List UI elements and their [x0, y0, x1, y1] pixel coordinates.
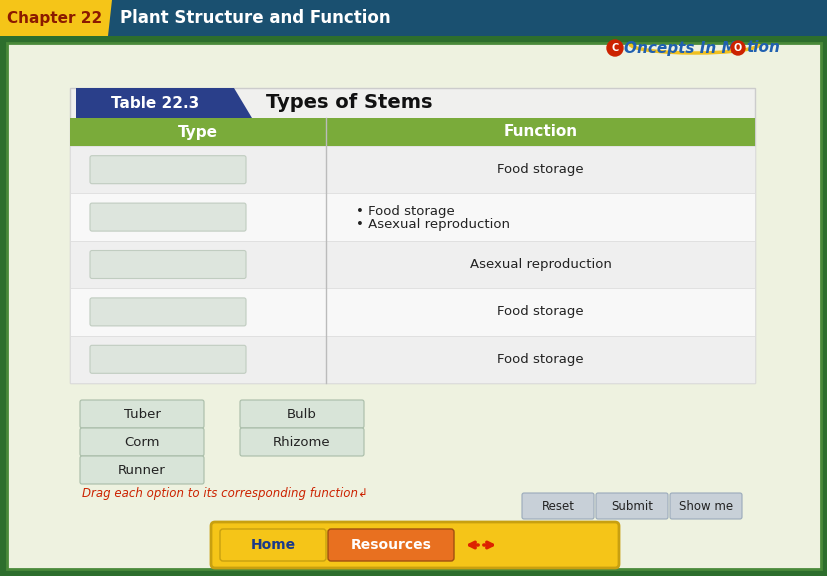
- FancyBboxPatch shape: [7, 43, 820, 569]
- Text: Asexual reproduction: Asexual reproduction: [469, 258, 610, 271]
- FancyBboxPatch shape: [0, 0, 827, 36]
- Text: Plant Structure and Function: Plant Structure and Function: [120, 9, 390, 27]
- FancyBboxPatch shape: [80, 428, 203, 456]
- Text: Type: Type: [178, 124, 218, 139]
- Text: Function: Function: [503, 124, 577, 139]
- Text: Corm: Corm: [124, 435, 160, 449]
- FancyBboxPatch shape: [70, 146, 754, 194]
- Text: • Asexual reproduction: • Asexual reproduction: [356, 218, 509, 230]
- Text: Bulb: Bulb: [287, 407, 317, 420]
- Text: Drag each option to its corresponding function↲: Drag each option to its corresponding fu…: [82, 487, 367, 501]
- Text: O: O: [733, 43, 741, 53]
- FancyBboxPatch shape: [70, 118, 326, 146]
- Text: Chapter 22: Chapter 22: [7, 10, 103, 25]
- FancyBboxPatch shape: [70, 336, 754, 383]
- FancyBboxPatch shape: [90, 156, 246, 184]
- Text: Reset: Reset: [541, 499, 574, 513]
- FancyBboxPatch shape: [90, 345, 246, 373]
- FancyBboxPatch shape: [70, 194, 754, 241]
- FancyBboxPatch shape: [90, 251, 246, 279]
- FancyBboxPatch shape: [521, 493, 593, 519]
- Text: Food storage: Food storage: [496, 163, 583, 176]
- Circle shape: [606, 40, 622, 56]
- FancyBboxPatch shape: [240, 400, 364, 428]
- FancyBboxPatch shape: [326, 118, 754, 146]
- FancyBboxPatch shape: [70, 288, 754, 336]
- Text: tion: tion: [745, 40, 779, 55]
- FancyBboxPatch shape: [240, 428, 364, 456]
- FancyBboxPatch shape: [90, 298, 246, 326]
- Text: Resources: Resources: [350, 538, 431, 552]
- Text: Food storage: Food storage: [496, 353, 583, 366]
- FancyBboxPatch shape: [595, 493, 667, 519]
- Text: Oncepts In M: Oncepts In M: [624, 40, 736, 55]
- FancyBboxPatch shape: [70, 241, 754, 288]
- Text: Table 22.3: Table 22.3: [111, 96, 198, 111]
- Text: C: C: [610, 43, 618, 53]
- Text: Home: Home: [250, 538, 295, 552]
- Circle shape: [730, 41, 744, 55]
- Text: Food storage: Food storage: [496, 305, 583, 319]
- Text: • Food storage: • Food storage: [356, 204, 454, 218]
- Text: Submit: Submit: [610, 499, 653, 513]
- FancyBboxPatch shape: [90, 203, 246, 231]
- FancyBboxPatch shape: [669, 493, 741, 519]
- FancyBboxPatch shape: [220, 529, 326, 561]
- Text: Show me: Show me: [678, 499, 732, 513]
- Text: Runner: Runner: [118, 464, 165, 476]
- Polygon shape: [0, 0, 112, 36]
- FancyBboxPatch shape: [70, 88, 754, 383]
- FancyBboxPatch shape: [327, 529, 453, 561]
- FancyBboxPatch shape: [211, 522, 619, 568]
- FancyBboxPatch shape: [80, 456, 203, 484]
- Polygon shape: [76, 88, 251, 118]
- Text: Rhizome: Rhizome: [273, 435, 331, 449]
- Text: Tuber: Tuber: [123, 407, 160, 420]
- Text: Types of Stems: Types of Stems: [265, 93, 432, 112]
- FancyBboxPatch shape: [80, 400, 203, 428]
